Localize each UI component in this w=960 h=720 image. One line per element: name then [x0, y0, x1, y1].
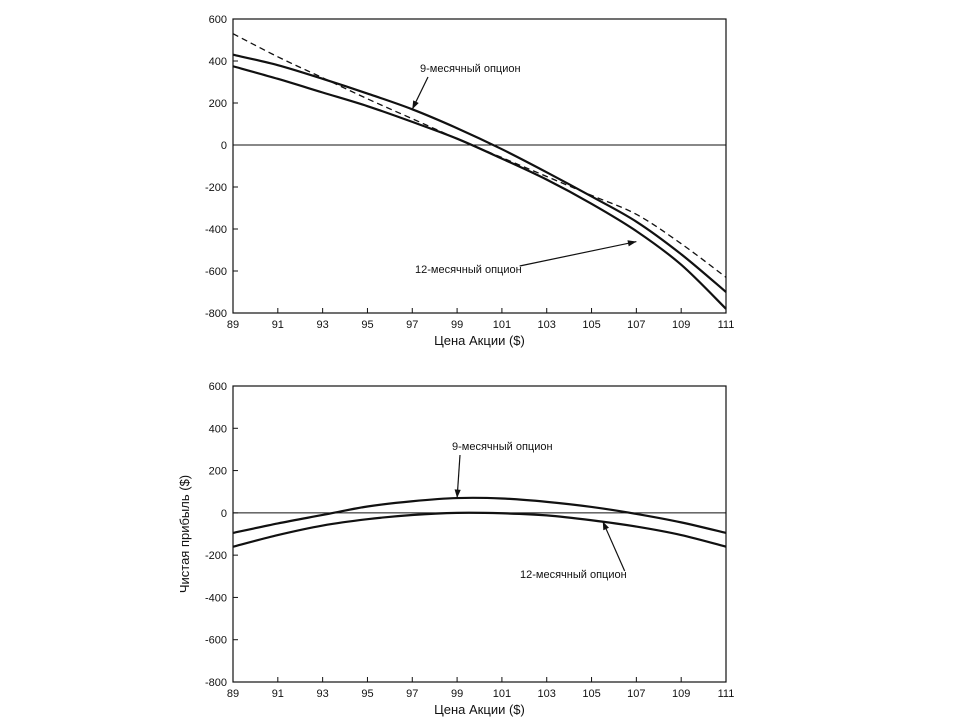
annotation-arrow	[519, 241, 637, 267]
annotation-label: 12-месячный опцион	[415, 264, 522, 276]
series-line-dashed	[232, 33, 727, 278]
x-tick-label: 93	[317, 688, 329, 700]
top-chart-panel: 89 91 93 95 97 99 101 103 105 107 109 111 600 400 200 0…	[205, 14, 734, 348]
y-tick-label: 0	[221, 508, 227, 520]
y-tick-label: 600	[209, 381, 227, 393]
x-tick-label: 105	[582, 319, 600, 331]
y-tick-label: -800	[205, 677, 227, 689]
x-tick-label: 99	[451, 319, 463, 331]
annotation-arrowhead	[412, 100, 419, 110]
x-tick-label: 93	[317, 319, 329, 331]
y-tick-label: 200	[209, 98, 227, 110]
x-tick-label: 97	[406, 688, 418, 700]
x-tick-label: 109	[672, 688, 690, 700]
x-tick-label: 91	[272, 688, 284, 700]
series-line-1	[232, 496, 727, 535]
y-tick-label: 600	[209, 14, 227, 26]
x-tick-label: 107	[627, 319, 645, 331]
plot-frame	[232, 18, 727, 314]
x-tick-label: 105	[582, 688, 600, 700]
y-tick-label: 200	[209, 466, 227, 478]
y-tick-label: 400	[209, 56, 227, 68]
series-line-1	[232, 53, 727, 293]
annotation-arrowhead	[627, 240, 637, 247]
x-tick-label: 111	[718, 688, 735, 700]
series-line-2	[232, 511, 727, 548]
annotation-label: 12-месячный опцион	[520, 569, 627, 581]
x-tick-label: 89	[227, 688, 239, 700]
annotation-label: 9-месячный опцион	[452, 441, 553, 453]
x-tick-label: 109	[672, 319, 690, 331]
annotation-arrow	[602, 521, 626, 572]
x-tick-label: 97	[406, 319, 418, 331]
annotation-arrowhead	[602, 521, 609, 531]
x-tick-label: 101	[493, 319, 511, 331]
x-tick-label: 91	[272, 319, 284, 331]
y-tick-label: -600	[205, 635, 227, 647]
y-tick-label: -200	[205, 550, 227, 562]
annotation-arrowhead	[454, 489, 461, 499]
annotation-label: 9-месячный опцион	[420, 63, 521, 75]
plot-frame	[232, 385, 727, 683]
y-tick-label: 400	[209, 423, 227, 435]
y-axis-title: Чистая прибыль ($)	[177, 475, 192, 593]
y-tick-label: -400	[205, 592, 227, 604]
x-tick-label: 101	[493, 688, 511, 700]
x-axis-title: Цена Акции ($)	[434, 702, 525, 717]
x-tick-label: 107	[627, 688, 645, 700]
x-axis-title: Цена Акции ($)	[434, 333, 525, 348]
y-tick-label: -600	[205, 266, 227, 278]
x-tick-label: 99	[451, 688, 463, 700]
y-tick-label: -800	[205, 308, 227, 320]
y-tick-label: -400	[205, 224, 227, 236]
x-tick-label: 103	[538, 319, 556, 331]
y-tick-label: -200	[205, 182, 227, 194]
x-tick-label: 103	[538, 688, 556, 700]
x-tick-label: 89	[227, 319, 239, 331]
y-tick-label: 0	[221, 140, 227, 152]
x-tick-label: 95	[361, 319, 373, 331]
x-tick-label: 95	[361, 688, 373, 700]
x-tick-label: 111	[718, 319, 735, 331]
bottom-chart-panel: 89 91 93 95 97 99 101 103 105 107 109 111 600 400 200 0…	[177, 381, 734, 717]
